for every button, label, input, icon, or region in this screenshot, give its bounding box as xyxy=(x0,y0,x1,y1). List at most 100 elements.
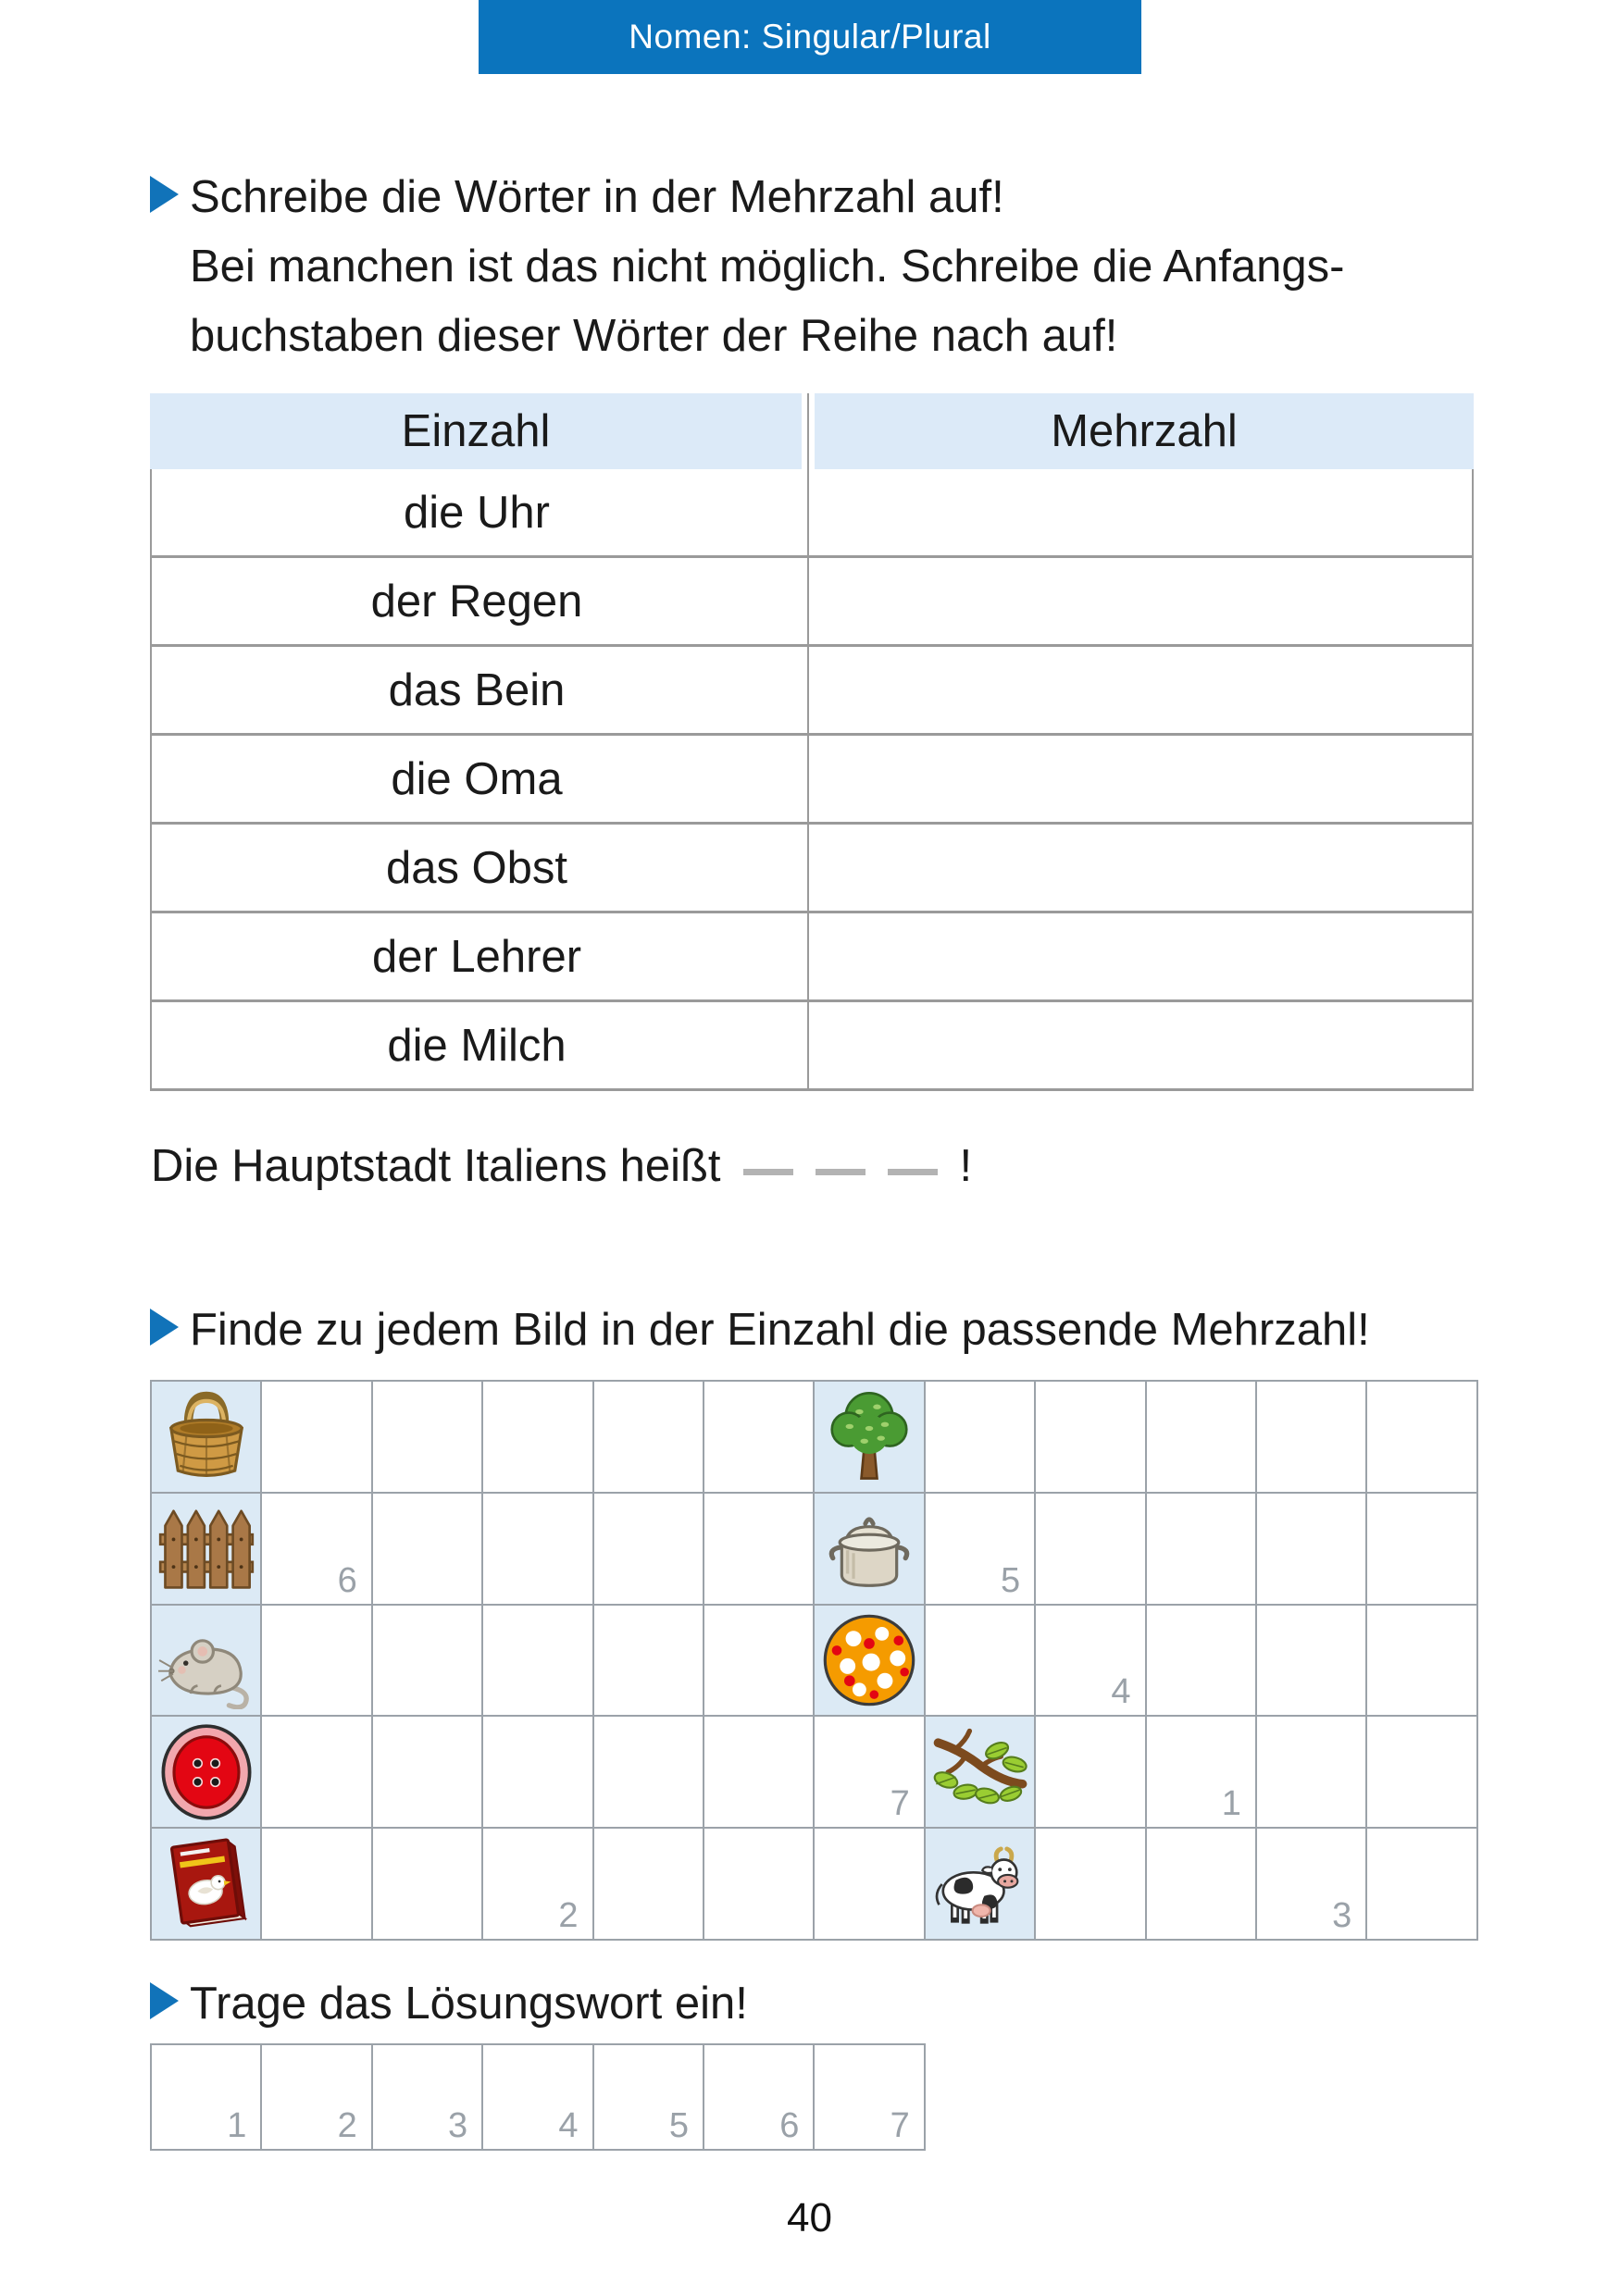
grid-answer-cell[interactable] xyxy=(262,1717,373,1830)
capital-sentence-text: Die Hauptstadt Italiens heißt xyxy=(151,1141,721,1191)
grid-answer-cell[interactable]: 2 xyxy=(483,1829,594,1941)
grid-answer-cell[interactable] xyxy=(483,1493,594,1606)
grid-answer-cell[interactable] xyxy=(704,1493,816,1606)
grid-answer-cell[interactable] xyxy=(1367,1493,1478,1606)
grid-answer-cell[interactable] xyxy=(704,1605,816,1718)
einzahl-word: die Milch xyxy=(387,1020,567,1071)
page-header-banner: Nomen: Singular/Plural xyxy=(479,0,1141,74)
grid-answer-cell[interactable] xyxy=(1256,1717,1368,1830)
table-header-row: Einzahl Mehrzahl xyxy=(150,393,1474,469)
picture-cell xyxy=(152,1829,263,1941)
einzahl-word: der Regen xyxy=(370,576,583,627)
grid-answer-cell[interactable] xyxy=(1146,1382,1257,1494)
grid-answer-cell[interactable] xyxy=(593,1605,704,1718)
mehrzahl-answer-cell[interactable] xyxy=(802,1002,1472,1088)
task3-line1: Trage das Lösungswort ein! xyxy=(190,1979,748,2029)
capital-sentence-blanks xyxy=(721,1141,938,1191)
grid-answer-cell[interactable] xyxy=(372,1493,484,1606)
solution-cell[interactable]: 6 xyxy=(704,2045,816,2151)
mehrzahl-answer-cell[interactable] xyxy=(802,825,1472,911)
grid-answer-cell[interactable]: 7 xyxy=(815,1717,926,1830)
grid-answer-cell[interactable] xyxy=(1256,1605,1368,1718)
solution-cell[interactable]: 2 xyxy=(262,2045,373,2151)
grid-answer-cell[interactable] xyxy=(1036,1382,1147,1494)
grid-answer-cell[interactable] xyxy=(1367,1829,1478,1941)
grid-answer-cell[interactable]: 6 xyxy=(262,1493,373,1606)
grid-answer-cell[interactable] xyxy=(1256,1493,1368,1606)
answer-blank[interactable] xyxy=(742,1169,793,1175)
solution-cell-number: 5 xyxy=(668,2106,689,2145)
table-row: das Bein xyxy=(152,647,1472,736)
grid-answer-cell[interactable] xyxy=(1036,1829,1147,1941)
grid-answer-cell[interactable] xyxy=(372,1717,484,1830)
mehrzahl-answer-cell[interactable] xyxy=(802,736,1472,822)
capital-sentence-suffix: ! xyxy=(959,1141,973,1191)
solution-cell[interactable]: 3 xyxy=(372,2045,484,2151)
grid-answer-cell[interactable] xyxy=(1367,1605,1478,1718)
grid-answer-cell[interactable] xyxy=(483,1605,594,1718)
picture-cell xyxy=(925,1829,1037,1941)
grid-answer-cell[interactable] xyxy=(704,1829,816,1941)
grid-answer-cell[interactable] xyxy=(483,1382,594,1494)
answer-blank[interactable] xyxy=(815,1169,866,1175)
picture-cell xyxy=(815,1382,926,1494)
grid-answer-cell[interactable] xyxy=(704,1717,816,1830)
grid-answer-cell[interactable] xyxy=(593,1829,704,1941)
solution-cell[interactable]: 7 xyxy=(815,2045,926,2151)
grid-answer-cell[interactable] xyxy=(1146,1829,1257,1941)
grid-answer-cell[interactable] xyxy=(483,1717,594,1830)
grid-answer-cell[interactable] xyxy=(593,1382,704,1494)
grid-answer-cell[interactable] xyxy=(925,1605,1037,1718)
einzahl-word: das Bein xyxy=(388,664,566,715)
grid-answer-cell[interactable] xyxy=(372,1382,484,1494)
table-row: die Milch xyxy=(152,1002,1472,1091)
table-row: der Regen xyxy=(152,558,1472,647)
grid-answer-cell[interactable] xyxy=(1367,1717,1478,1830)
grid-answer-cell[interactable] xyxy=(704,1382,816,1494)
task2-bullet-icon xyxy=(150,1309,179,1346)
grid-answer-cell[interactable]: 3 xyxy=(1256,1829,1368,1941)
grid-answer-cell[interactable] xyxy=(1146,1605,1257,1718)
grid-answer-cell[interactable] xyxy=(593,1717,704,1830)
answer-blank[interactable] xyxy=(887,1169,938,1175)
mehrzahl-answer-cell[interactable] xyxy=(802,558,1472,644)
grid-answer-cell[interactable] xyxy=(1036,1717,1147,1830)
task1-line1: Schreibe die Wörter in der Mehrzahl auf! xyxy=(190,172,1004,222)
grid-answer-cell[interactable] xyxy=(262,1829,373,1941)
solution-cell[interactable]: 5 xyxy=(593,2045,704,2151)
grid-answer-cell[interactable]: 4 xyxy=(1036,1605,1147,1718)
solution-cell[interactable]: 4 xyxy=(483,2045,594,2151)
picture-cell xyxy=(815,1605,926,1718)
grid-answer-cell[interactable] xyxy=(1367,1382,1478,1494)
grid-answer-cell[interactable] xyxy=(1256,1382,1368,1494)
grid-answer-cell[interactable] xyxy=(372,1605,484,1718)
grid-answer-cell[interactable] xyxy=(1146,1493,1257,1606)
grid-answer-cell[interactable]: 5 xyxy=(925,1493,1037,1606)
grid-cell-number: 6 xyxy=(337,1560,357,1600)
grid-answer-cell[interactable] xyxy=(1036,1493,1147,1606)
task3-bullet-icon xyxy=(150,1982,179,2019)
picture-cell xyxy=(925,1717,1037,1830)
task2-line1: Finde zu jedem Bild in der Einzahl die p… xyxy=(190,1305,1370,1355)
einzahl-word: das Obst xyxy=(385,842,568,893)
einzahl-word: die Uhr xyxy=(404,487,550,538)
grid-answer-cell[interactable]: 1 xyxy=(1146,1717,1257,1830)
task1-section: Schreibe die Wörter in der Mehrzahl auf!… xyxy=(150,163,1344,371)
grid-answer-cell[interactable] xyxy=(372,1829,484,1941)
grid-answer-cell[interactable] xyxy=(815,1829,926,1941)
table-row: das Obst xyxy=(152,825,1472,913)
mehrzahl-answer-cell[interactable] xyxy=(802,647,1472,733)
grid-answer-cell[interactable] xyxy=(262,1382,373,1494)
solution-cell-number: 4 xyxy=(558,2106,579,2145)
grid-answer-cell[interactable] xyxy=(593,1493,704,1606)
grid-answer-cell[interactable] xyxy=(262,1605,373,1718)
mehrzahl-answer-cell[interactable] xyxy=(802,469,1472,555)
grid-answer-cell[interactable] xyxy=(925,1382,1037,1494)
mehrzahl-answer-cell[interactable] xyxy=(802,913,1472,999)
page-header-title: Nomen: Singular/Plural xyxy=(629,18,991,56)
column-header-mehrzahl: Mehrzahl xyxy=(815,393,1474,469)
book-icon xyxy=(157,1835,255,1933)
ball-icon xyxy=(820,1611,918,1709)
solution-cell[interactable]: 1 xyxy=(152,2045,263,2151)
